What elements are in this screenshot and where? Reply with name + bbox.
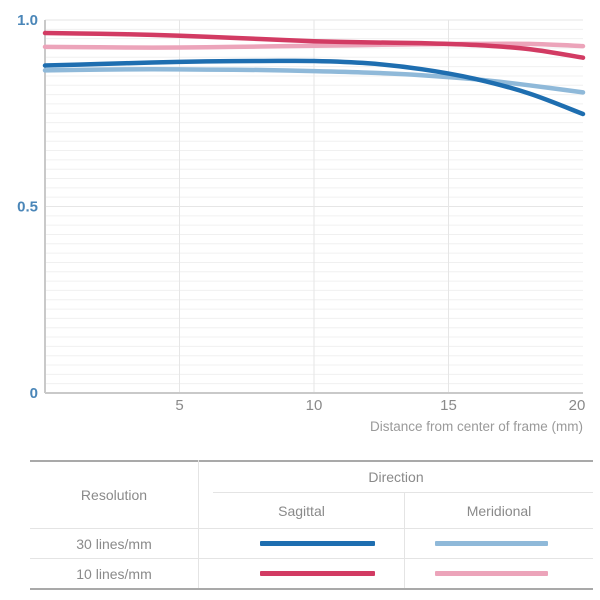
legend-table: Resolution Direction Sagittal Meridional… — [30, 460, 593, 590]
row-separator — [30, 558, 593, 559]
meridional-column-header: Meridional — [466, 502, 532, 519]
mtf-line-chart: 1.0 0.5 0 5 10 15 20 Distance from center of fr… — [17, 12, 586, 434]
table-top-border — [30, 460, 593, 462]
direction-header: Direction — [368, 469, 424, 485]
x-tick-label: 10 — [306, 397, 323, 414]
resolution-row-label: 30 lines/mm — [76, 535, 152, 552]
x-tick-label: 5 — [175, 397, 183, 414]
curve-30-lines-mm-sagittal — [42, 58, 586, 117]
y-tick-label: 0.5 — [17, 199, 38, 216]
x-tick-label: 15 — [440, 397, 457, 414]
sagittal-column-header: Sagittal — [278, 502, 325, 519]
column-divider — [404, 492, 405, 588]
y-tick-label: 1.0 — [17, 12, 38, 29]
y-tick-label: 0 — [30, 385, 38, 402]
curve-10-lines-mm-sagittal — [42, 30, 586, 60]
column-divider — [198, 460, 199, 588]
resolution-row-label: 10 lines/mm — [76, 565, 152, 582]
legend-swatch-10-meridional — [435, 571, 548, 576]
legend-swatch-30-meridional — [435, 541, 548, 546]
direction-underline — [213, 492, 593, 493]
x-tick-label: 20 — [569, 397, 586, 414]
table-bottom-border — [30, 588, 593, 590]
x-axis-title: Distance from center of frame (mm) — [370, 419, 583, 434]
legend-swatch-30-sagittal — [260, 541, 375, 546]
resolution-header: Resolution — [80, 487, 148, 503]
legend-swatch-10-sagittal — [260, 571, 375, 576]
row-separator — [30, 528, 593, 529]
